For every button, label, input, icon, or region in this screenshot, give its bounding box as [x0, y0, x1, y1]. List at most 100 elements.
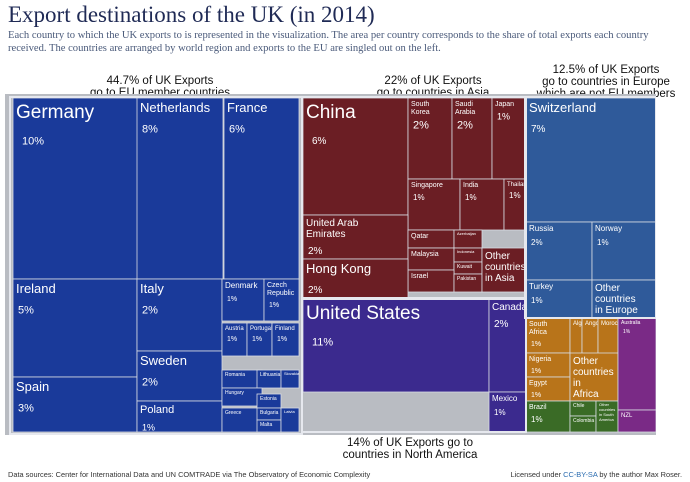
tile-label: Arabia: [455, 109, 475, 116]
north-america-region-frame: [301, 297, 527, 433]
tile-value: 6%: [312, 136, 327, 147]
tile-label: Germany: [16, 102, 95, 123]
country-nigeria: Nigeria 1%: [525, 352, 571, 378]
tile-value: 2%: [142, 305, 158, 317]
tile-nzl: [617, 409, 656, 433]
tile-label: Lithuania: [260, 372, 281, 378]
tile-label: Indonesia: [457, 249, 475, 254]
tile-value: 1%: [623, 329, 631, 335]
tile-value: 1%: [227, 336, 237, 343]
license-link[interactable]: CC-BY-SA: [563, 470, 598, 479]
tile-label: Other: [573, 356, 599, 367]
tile-label: Saudi: [455, 101, 473, 108]
tile-label: Africa: [573, 389, 599, 400]
tile-value: 1%: [413, 193, 425, 202]
tile-poland: [136, 400, 223, 433]
chart-subtitle: Each country to which the UK exports to …: [8, 30, 649, 54]
tile-label: United States: [306, 303, 420, 324]
tile-finland: [271, 322, 300, 357]
country-latvia: Latvia: [280, 407, 300, 433]
tile-other-countries-in-asia: [481, 247, 527, 293]
tile-value: 1%: [227, 296, 237, 303]
tile-label: Australia: [621, 320, 641, 326]
country-egypt: Egypt 1%: [525, 376, 571, 402]
tile-china: [302, 97, 409, 216]
tile-label: Norway: [595, 224, 622, 233]
country-united-states: United States 11%: [302, 298, 490, 393]
tile-value: 7%: [531, 124, 546, 135]
country-denmark: Denmark 1%: [221, 278, 265, 322]
tile-label: in: [573, 378, 581, 389]
tile-label: Singapore: [411, 182, 443, 189]
tile-ireland: [12, 278, 138, 378]
tile-label: in Asia: [485, 273, 515, 284]
tile-label: Portugal: [250, 326, 272, 332]
tile-label: India: [463, 182, 478, 189]
tile-label: Korea: [411, 109, 430, 116]
tile-label: Spain: [16, 379, 49, 394]
country-russia: Russia 2%: [525, 221, 593, 281]
tile-label: Estonia: [260, 396, 277, 402]
tile-label: Chile: [573, 403, 585, 409]
tile-value: 3%: [18, 403, 34, 415]
country-india: India 1%: [459, 178, 505, 231]
country-switzerland: Switzerland 7%: [525, 97, 656, 223]
country-ireland: Ireland 5%: [12, 278, 138, 378]
tile-label: Kuwait: [457, 264, 473, 270]
country-qatar: Qatar: [407, 229, 455, 249]
annotation-na-line1: 14% of UK Exports go to: [347, 437, 473, 449]
country-azerbaijan: Azerbaijan: [453, 229, 483, 249]
tile-label: Nigeria: [529, 356, 551, 363]
tile-label: Romania: [225, 372, 245, 378]
country-singapore: Singapore 1%: [407, 178, 461, 231]
tile-norway: [591, 221, 656, 281]
tile-germany: [12, 97, 141, 280]
annotation-na-line2: countries in North America: [342, 449, 478, 461]
country-austria: Austria 1%: [221, 322, 248, 357]
tile-value: 1%: [531, 296, 543, 305]
tile-label: Other: [595, 283, 621, 294]
country-norway: Norway 1%: [591, 221, 656, 281]
tile-value: 11%: [312, 337, 333, 349]
tile-label: Pakistan: [457, 276, 476, 282]
tile-value: 1%: [497, 111, 510, 121]
tile-greece: [221, 407, 263, 433]
tile-label: countries: [595, 294, 636, 305]
tile-label: in Europe: [595, 305, 638, 316]
tile-label: Other: [485, 251, 511, 262]
tile-label: Africa: [529, 329, 547, 336]
tile-value: 2%: [531, 238, 543, 247]
tile-label: NZL: [621, 413, 633, 419]
tile-value: 1%: [531, 392, 541, 399]
tile-label: Japan: [495, 101, 514, 108]
tile-label: Finland: [275, 326, 295, 332]
tile-value: 6%: [229, 124, 245, 136]
tile-latvia: [280, 407, 300, 433]
country-nzl: NZL: [617, 409, 656, 433]
tile-label: in South: [599, 412, 614, 417]
country-france: France 6%: [223, 97, 300, 280]
tile-label: Latvia: [284, 409, 295, 414]
tile-value: 1%: [277, 336, 287, 343]
country-thailand: Thailand 1%: [503, 178, 530, 231]
tile-austria: [221, 322, 248, 357]
tile-turkey: [525, 279, 593, 319]
tile-other-countries-in-africa: [569, 352, 619, 402]
tile-label: Qatar: [411, 233, 429, 240]
tile-value: 1%: [269, 302, 279, 309]
tile-label: Slovakia: [284, 371, 300, 376]
tile-label: Mexico: [492, 394, 518, 403]
tile-label: Canada: [492, 302, 527, 313]
tile-label: Azerbaijan: [457, 231, 476, 236]
tile-label: Malta: [260, 422, 272, 428]
country-estonia: Estonia: [256, 393, 282, 409]
country-slovakia: Slovakia: [280, 369, 300, 389]
country-pakistan: Pakistan: [453, 273, 483, 293]
tile-label: Bulgaria: [260, 410, 279, 416]
tile-value: 1%: [494, 408, 506, 417]
tile-mexico: [488, 391, 527, 433]
